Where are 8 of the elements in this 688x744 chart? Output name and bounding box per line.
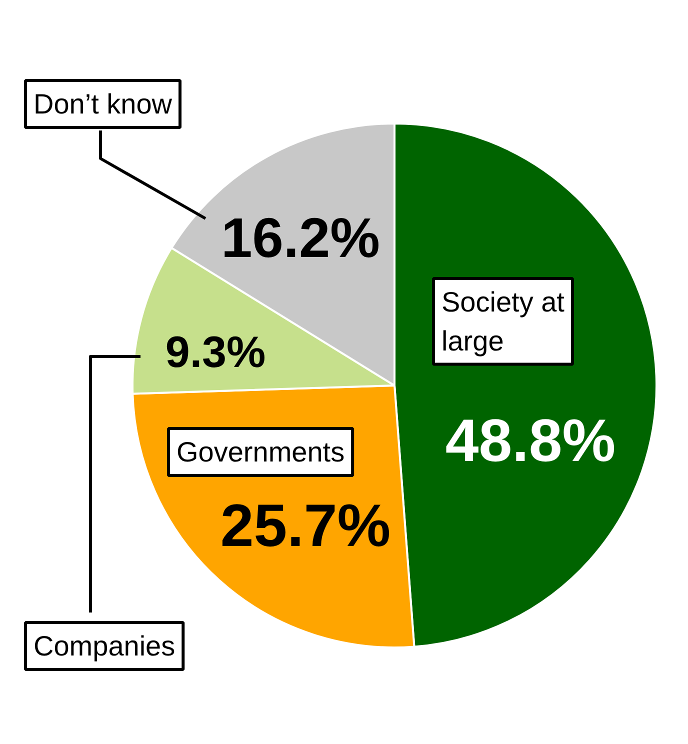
slice-label: Don’t know [34, 88, 173, 120]
data-label: 9.3% [165, 328, 266, 377]
slice-label: Governments [176, 436, 345, 468]
data-label: 25.7% [220, 492, 391, 559]
data-label: 16.2% [221, 206, 380, 269]
slice-label: Companies [34, 630, 176, 662]
data-label: 48.8% [445, 407, 616, 474]
slice-label: Society at large [442, 286, 565, 356]
